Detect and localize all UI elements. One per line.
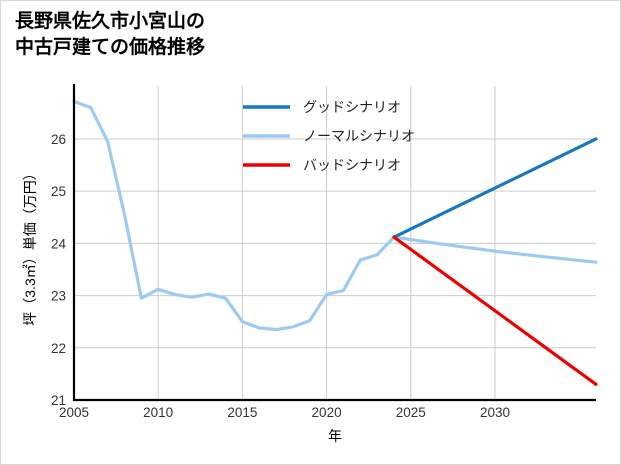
y-tick-label: 24 (51, 236, 67, 251)
y-tick-label: 21 (51, 393, 66, 408)
series-line-バッドシナリオ (392, 235, 598, 386)
y-axis-tick-labels: 21 22 23 24 25 26 (51, 132, 67, 408)
x-axis-tick-labels: 2005 2010 2015 2020 2025 2030 (59, 405, 510, 420)
x-tick-label: 2020 (312, 405, 342, 420)
y-axis-title: 坪（3.3㎡）単価（万円） (22, 166, 38, 325)
legend-label-0: グッドシナリオ (303, 99, 401, 115)
x-tick-label: 2030 (480, 405, 510, 420)
x-axis-title: 年 (328, 428, 342, 444)
page-title: 長野県佐久市小宮山の 中古戸建ての価格推移 (15, 11, 206, 59)
y-tick-label: 25 (51, 184, 66, 199)
series-line-ノーマルシナリオ (72, 99, 598, 332)
x-tick-label: 2025 (396, 405, 426, 420)
y-tick-label: 23 (51, 289, 66, 304)
x-tick-label: 2005 (59, 405, 89, 420)
series-line-グッドシナリオ (392, 137, 598, 239)
legend-label-1: ノーマルシナリオ (303, 128, 415, 144)
x-tick-label: 2015 (227, 405, 257, 420)
y-tick-label: 22 (51, 341, 66, 356)
axis-spine-path (72, 84, 596, 402)
axis-titles: 年 坪（3.3㎡）単価（万円） (22, 166, 342, 444)
x-tick-label: 2010 (143, 405, 173, 420)
legend-label-2: バッドシナリオ (303, 157, 401, 173)
series-group (72, 99, 598, 386)
axis-spines (72, 84, 596, 402)
y-tick-label: 26 (51, 132, 66, 147)
